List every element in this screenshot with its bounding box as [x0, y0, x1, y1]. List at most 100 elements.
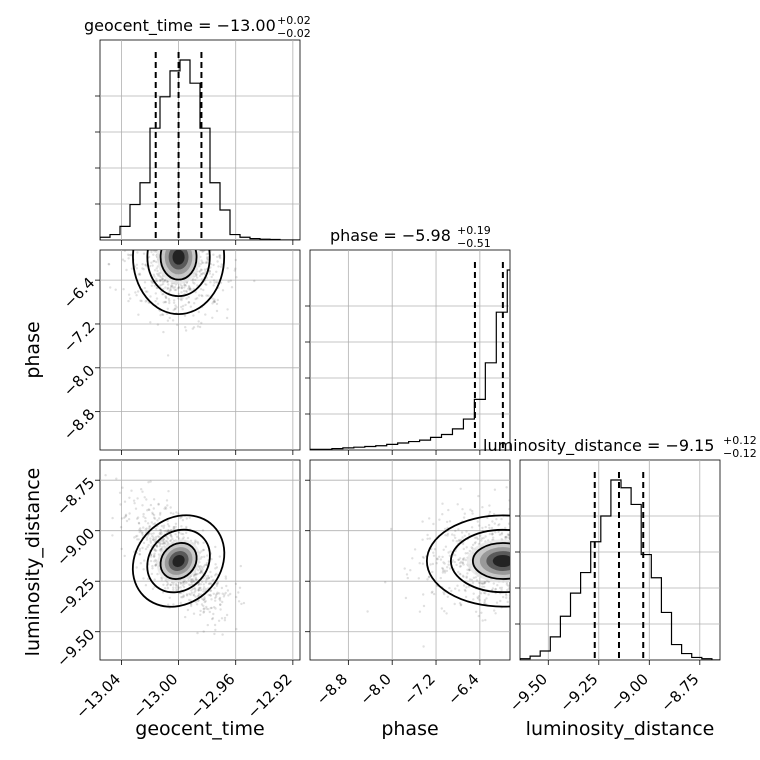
sample-point	[163, 507, 166, 510]
sample-point	[222, 246, 224, 248]
sample-point	[169, 287, 172, 290]
sample-point	[218, 254, 221, 257]
sample-point	[465, 530, 468, 533]
sample-point	[191, 578, 194, 581]
sample-point	[217, 619, 221, 622]
sample-point	[160, 530, 163, 534]
sample-point	[193, 573, 197, 576]
sample-point	[484, 592, 487, 595]
sample-point	[214, 596, 217, 600]
sample-point	[188, 288, 191, 292]
sample-point	[216, 260, 219, 263]
sample-point	[153, 522, 157, 525]
sample-point	[196, 540, 199, 544]
sample-point	[492, 512, 496, 516]
sample-point	[173, 241, 175, 243]
panel-luminosity_distance-vs-geocent_time	[95, 459, 301, 665]
sample-point	[169, 534, 172, 537]
sample-point	[199, 613, 202, 616]
sample-point	[500, 588, 503, 592]
sample-point	[153, 516, 156, 519]
sample-point	[203, 600, 206, 604]
sample-point	[409, 569, 412, 572]
sample-point	[174, 533, 177, 536]
sample-point	[169, 506, 172, 509]
sample-point	[240, 602, 243, 606]
sample-point	[202, 607, 205, 611]
sample-point	[239, 564, 242, 568]
sample-point	[152, 555, 156, 558]
sample-point	[480, 611, 483, 614]
sample-point	[493, 609, 496, 612]
sample-point	[218, 254, 222, 257]
sample-point	[180, 525, 183, 528]
sample-point	[212, 284, 215, 287]
sample-point	[140, 488, 143, 491]
sample-point	[483, 585, 486, 589]
sample-point	[148, 527, 151, 530]
sample-point	[172, 301, 176, 304]
sample-point	[513, 530, 515, 532]
sample-point	[403, 567, 406, 570]
sample-point	[151, 564, 154, 568]
sample-point	[111, 516, 114, 520]
sample-point	[153, 548, 156, 552]
sample-point	[120, 547, 123, 551]
sample-point	[138, 547, 142, 551]
sample-point	[488, 513, 491, 516]
sample-point	[204, 246, 206, 248]
sample-point	[115, 477, 118, 480]
sample-point	[157, 242, 159, 244]
sample-point	[144, 520, 147, 523]
sample-point	[513, 542, 515, 544]
sample-point	[212, 300, 215, 304]
sample-point	[464, 589, 467, 593]
sample-point	[461, 561, 465, 564]
sample-point	[135, 294, 138, 297]
sample-point	[466, 552, 469, 555]
sample-point	[162, 524, 166, 527]
sample-point	[158, 545, 161, 548]
sample-point	[477, 581, 481, 584]
sample-point	[184, 580, 187, 583]
contour-level-0	[425, 514, 510, 608]
sample-point	[185, 593, 189, 596]
sample-point	[234, 582, 238, 586]
sample-point	[165, 584, 169, 587]
sample-point	[484, 580, 487, 584]
sample-point	[129, 297, 132, 300]
sample-point	[504, 526, 507, 530]
sample-point	[158, 278, 162, 282]
sample-point	[199, 568, 202, 571]
sample-point	[155, 267, 158, 270]
sample-point	[205, 607, 208, 610]
sample-point	[235, 595, 238, 599]
sample-point	[191, 327, 194, 330]
sample-point	[145, 498, 148, 501]
sample-point	[164, 587, 167, 590]
sample-point	[197, 593, 201, 596]
sample-point	[428, 537, 432, 540]
x-tick-label: −8.0	[357, 670, 395, 708]
sample-point	[149, 537, 152, 540]
sample-point	[193, 586, 196, 590]
sample-point	[199, 270, 202, 273]
sample-point	[153, 243, 155, 245]
sample-point	[490, 526, 494, 530]
sample-point	[479, 592, 483, 595]
sample-point	[176, 588, 179, 592]
sample-point	[506, 600, 509, 604]
sample-point	[203, 607, 206, 610]
sample-point	[477, 542, 481, 546]
sample-point	[191, 278, 195, 281]
sample-point	[467, 532, 471, 536]
sample-point	[195, 603, 199, 606]
sample-point	[203, 596, 206, 599]
sample-point	[147, 508, 150, 511]
sample-point	[209, 266, 212, 269]
sample-point	[125, 268, 128, 272]
sample-point	[205, 283, 208, 286]
sample-point	[202, 610, 206, 613]
sample-point	[457, 558, 460, 561]
y-tick-label: −8.75	[53, 474, 98, 519]
